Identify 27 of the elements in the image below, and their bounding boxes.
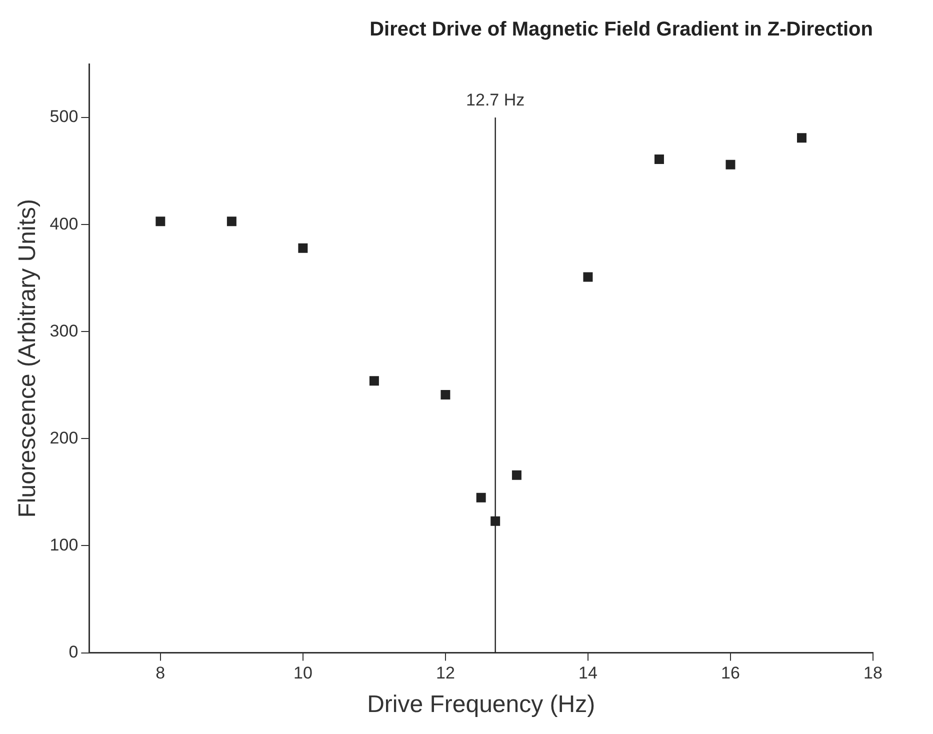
x-tick-label: 12 [436, 664, 455, 683]
y-tick-label: 500 [50, 107, 78, 126]
point [476, 492, 486, 502]
point [654, 154, 664, 164]
x-tick-label: 14 [578, 664, 598, 683]
x-tick-label: 10 [293, 664, 312, 683]
point [797, 133, 806, 143]
x-tick-label: 8 [156, 664, 166, 683]
y-tick-label: 200 [50, 428, 78, 448]
point [726, 160, 736, 170]
y-tick-label: 300 [50, 321, 78, 340]
y-tick-label: 400 [50, 214, 78, 234]
point [156, 216, 166, 226]
x-tick-label: 18 [864, 664, 882, 683]
ref-line-label: 12.7 Hz [466, 90, 525, 110]
point [298, 243, 308, 253]
point [369, 376, 379, 386]
x-tick-label: 16 [721, 664, 740, 683]
point [512, 470, 522, 480]
chart-title: Direct Drive of Magnetic Field Gradient in Z-Direction [370, 18, 873, 41]
y-axis-title: Fluorescence (Arbitrary Units) [14, 199, 42, 518]
point [440, 390, 450, 400]
point [583, 272, 593, 282]
y-tick-label: 0 [68, 642, 78, 662]
point [226, 216, 236, 226]
x-axis-title: Drive Frequency (Hz) [367, 691, 596, 718]
y-tick-label: 100 [50, 535, 78, 554]
